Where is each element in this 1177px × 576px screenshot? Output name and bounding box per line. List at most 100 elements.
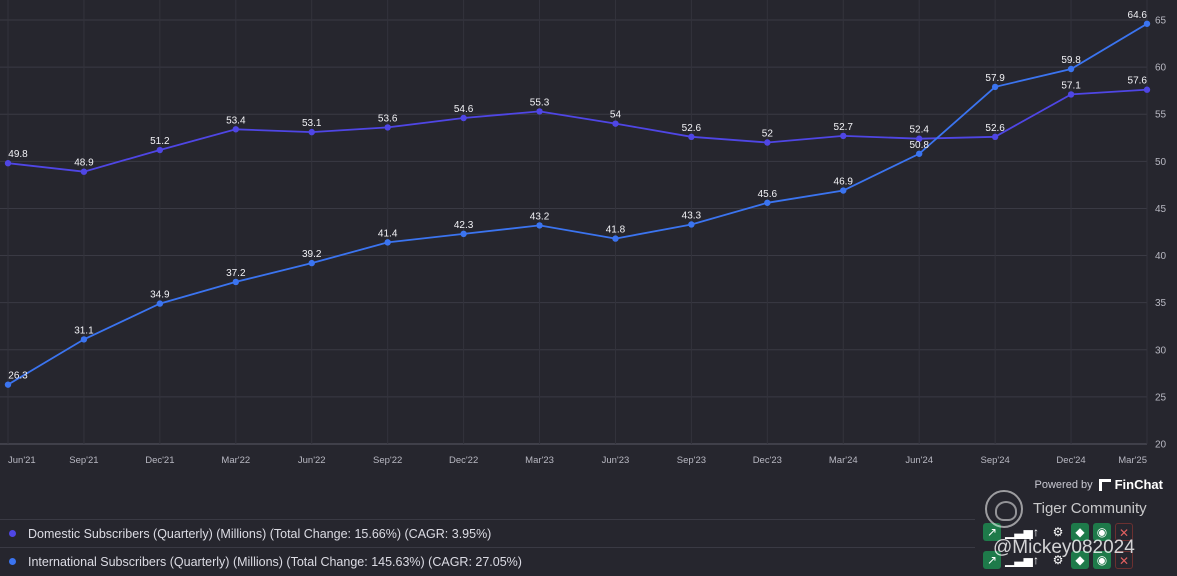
data-label: 48.9 [74,158,94,169]
data-label: 41.8 [606,225,626,236]
watermark-title: Tiger Community [1033,500,1147,517]
data-point [1067,65,1075,73]
data-point [232,278,239,286]
legend-item-international[interactable]: International Subscribers (Quarterly) (M… [0,547,975,575]
x-tick-label: Jun'23 [602,455,630,466]
x-tick-label: Jun'21 [8,455,36,466]
finchat-brand: FinChat [1098,477,1163,492]
finchat-logo-icon [1098,478,1111,491]
data-point [536,108,543,115]
y-tick-label: 65 [1155,16,1167,27]
powered-by[interactable]: Powered by FinChat [1035,477,1163,492]
data-label: 37.2 [226,268,246,279]
data-label: 52.6 [985,123,1005,134]
series-layer: 49.8 48.9 51.2 53.4 53.1 53.6 54.6 55.3 54 52.6 52… [4,10,1151,388]
x-tick-label: Sep'24 [980,455,1009,466]
data-point [384,239,391,246]
data-label: 31.1 [74,325,94,336]
data-label: 57.9 [985,73,1005,84]
y-tick-label: 45 [1155,204,1167,215]
data-label: 53.6 [378,113,398,124]
data-label: 52 [762,128,774,139]
data-point [80,336,88,343]
series-toolbar-international: ↗ ▁▃▅ ↑ ⚙ ◆ ◉ ✕ [983,551,1133,569]
finchat-brand-name: FinChat [1114,477,1163,492]
data-point [384,124,391,131]
x-tick-label: Dec'21 [145,455,174,466]
x-tick-label: Mar'25 [1118,455,1147,466]
legend-label-domestic: Domestic Subscribers (Quarterly) (Millio… [28,526,492,541]
series-line [7,23,1148,386]
data-label: 52.6 [682,123,702,134]
chart-line-icon[interactable]: ↗ [983,551,1001,569]
data-point [840,187,847,194]
gear-icon[interactable]: ⚙ [1052,553,1064,567]
close-icon[interactable]: ✕ [1115,551,1133,569]
sort-icon[interactable]: ↑ [1033,553,1039,567]
close-icon[interactable]: ✕ [1115,523,1133,541]
sort-icon[interactable]: ↑ [1033,525,1039,539]
data-label: 49.8 [8,149,28,160]
data-point [991,83,999,91]
data-point [1143,20,1151,27]
data-label: 43.3 [682,210,702,221]
data-label: 64.6 [1128,10,1148,21]
data-label: 54.6 [454,104,474,115]
x-tick-label: Dec'23 [753,455,782,466]
tag-icon[interactable]: ◆ [1071,551,1089,569]
y-tick-label: 40 [1155,251,1167,262]
data-label: 51.2 [150,136,170,147]
data-point [460,230,467,238]
data-label: 34.9 [150,290,170,301]
data-label: 26.3 [8,371,28,382]
data-point [308,128,315,136]
gear-icon[interactable]: ⚙ [1052,525,1064,539]
legend-dot-international [9,558,16,565]
data-point [80,168,88,175]
data-point [916,150,923,157]
tag-icon[interactable]: ◆ [1071,523,1089,541]
line-chart: 20 25 30 35 40 45 50 55 60 65 Jun'21 Sep'21 Dec'21 M… [0,0,1167,466]
x-tick-label: Dec'22 [449,455,478,466]
legend-item-domestic[interactable]: Domestic Subscribers (Quarterly) (Millio… [0,519,975,547]
bar-chart-icon[interactable]: ▁▃▅ [1005,525,1033,539]
x-tick-label: Jun'22 [298,455,326,466]
y-tick-label: 50 [1155,157,1167,168]
y-tick-label: 20 [1155,440,1167,451]
data-point [991,133,999,141]
data-label: 57.1 [1061,80,1081,91]
data-label: 43.2 [530,211,550,222]
data-point [232,126,239,133]
data-label: 52.7 [834,122,854,133]
data-label: 59.8 [1061,55,1081,66]
bar-chart-icon[interactable]: ▁▃▅ [1005,553,1033,567]
legend-dot-domestic [9,530,16,537]
data-label: 52.4 [909,125,929,136]
eye-icon[interactable]: ◉ [1093,523,1111,541]
data-point [612,235,619,242]
data-label: 41.4 [378,228,398,239]
y-tick-label: 60 [1155,63,1167,74]
data-label: 46.9 [834,177,854,188]
eye-icon[interactable]: ◉ [1093,551,1111,569]
data-label: 50.8 [909,140,929,151]
y-axis: 20 25 30 35 40 45 50 55 60 65 [1155,16,1167,451]
y-tick-label: 25 [1155,392,1167,403]
data-point [688,133,695,141]
data-label: 54 [610,110,622,121]
chart-line-icon[interactable]: ↗ [983,523,1001,541]
data-point [612,120,619,127]
data-point [308,259,315,267]
data-point [764,139,771,146]
data-label: 45.6 [758,189,778,200]
x-tick-label: Mar'23 [525,455,554,466]
data-point [4,160,12,167]
y-tick-label: 35 [1155,298,1167,309]
y-tick-label: 30 [1155,345,1167,356]
x-tick-label: Sep'21 [69,455,98,466]
data-point [764,199,771,206]
x-tick-label: Sep'23 [677,455,706,466]
data-point [4,381,12,388]
x-tick-label: Sep'22 [373,455,402,466]
data-label: 53.1 [302,118,322,129]
